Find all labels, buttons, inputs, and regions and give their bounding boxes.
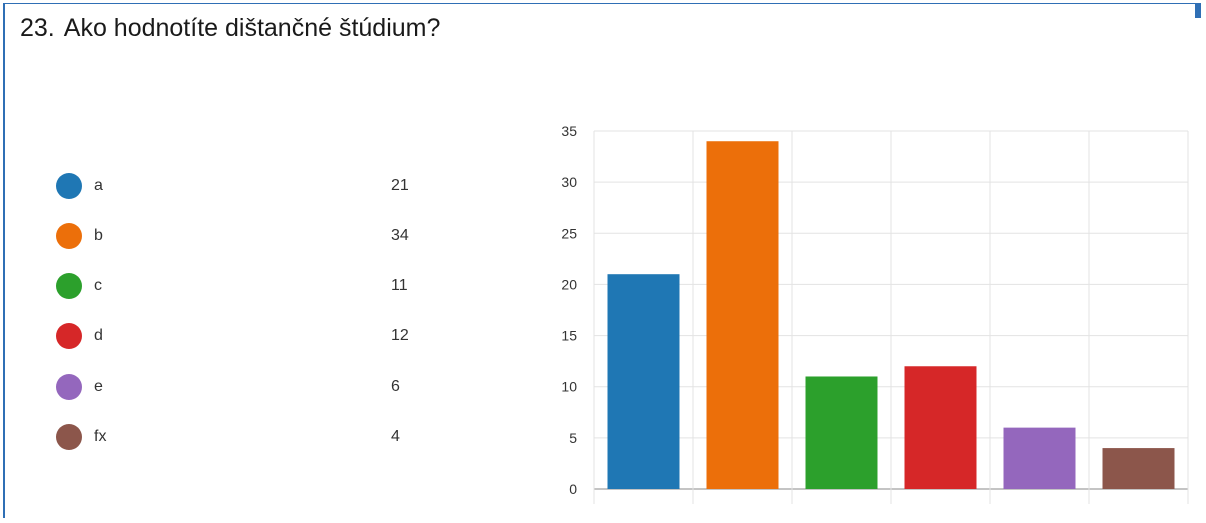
- legend-item: d 12: [56, 323, 456, 349]
- legend-item: c 11: [56, 273, 456, 299]
- y-tick-label: 5: [569, 430, 577, 446]
- question-title: 23. Ako hodnotíte dištančné štúdium?: [20, 14, 440, 43]
- legend-dot: [56, 374, 82, 400]
- question-text: Ako hodnotíte dištančné štúdium?: [63, 14, 441, 42]
- y-tick-label: 0: [569, 481, 577, 497]
- legend-item: a 21: [56, 173, 456, 199]
- legend-label: c: [94, 277, 102, 294]
- y-tick-label: 10: [561, 379, 577, 395]
- legend-dot: [56, 424, 82, 450]
- legend-count: 4: [391, 428, 400, 445]
- legend-count: 12: [391, 327, 409, 344]
- y-tick-label: 30: [561, 174, 577, 190]
- bar-fx: [1102, 448, 1175, 489]
- legend-dot: [56, 273, 82, 299]
- bar-d: [904, 366, 977, 489]
- y-tick-label: 35: [561, 123, 577, 139]
- legend-label: fx: [94, 428, 107, 445]
- legend-count: 6: [391, 378, 400, 395]
- bar-c: [805, 376, 878, 489]
- bar-b: [706, 141, 779, 489]
- chart-frame: [3, 3, 1201, 518]
- legend-count: 34: [391, 227, 409, 244]
- legend-count: 11: [391, 277, 408, 294]
- frame-corner: [1195, 4, 1201, 18]
- y-tick-label: 15: [561, 328, 577, 344]
- legend-item: e 6: [56, 374, 456, 400]
- bar-a: [607, 274, 680, 489]
- legend-label: e: [94, 378, 103, 395]
- legend-count: 21: [391, 177, 409, 194]
- y-tick-label: 20: [561, 276, 577, 292]
- legend-label: d: [94, 327, 103, 344]
- legend-label: a: [94, 177, 103, 194]
- y-tick-label: 25: [561, 225, 577, 241]
- legend-dot: [56, 223, 82, 249]
- legend-item: b 34: [56, 223, 456, 249]
- legend-label: b: [94, 227, 103, 244]
- legend-item: fx 4: [56, 424, 456, 450]
- legend-dot: [56, 323, 82, 349]
- legend-dot: [56, 173, 82, 199]
- bar-e: [1003, 427, 1076, 489]
- question-number: 23.: [20, 14, 55, 42]
